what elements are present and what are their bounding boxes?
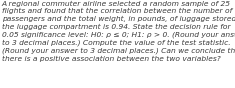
Text: A regional commuter airline selected a random sample of 25
flights and found tha: A regional commuter airline selected a r… bbox=[2, 0, 235, 62]
